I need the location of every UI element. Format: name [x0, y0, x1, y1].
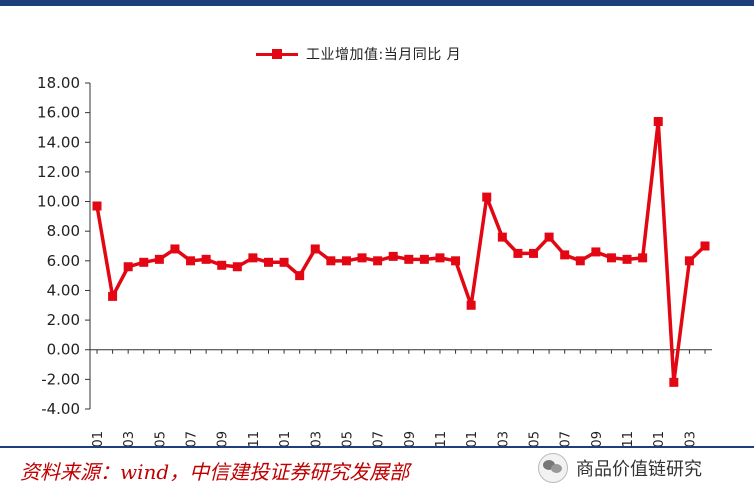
- data-point: [700, 241, 710, 251]
- legend-marker: [272, 49, 282, 59]
- data-point: [497, 232, 507, 242]
- data-point: [653, 117, 663, 127]
- top-rule: [0, 0, 754, 6]
- data-point: [279, 257, 289, 267]
- data-point: [232, 262, 242, 272]
- y-tick-label: 6.00: [47, 252, 80, 270]
- x-tick-label: 2018-03: [683, 431, 698, 446]
- data-point: [669, 377, 679, 387]
- series-line: [95, 119, 707, 385]
- data-point: [295, 271, 305, 281]
- data-point: [170, 244, 180, 254]
- x-tick-label: 2015-07: [185, 431, 200, 446]
- data-point: [606, 253, 616, 263]
- x-tick-label: 2017-09: [590, 431, 605, 446]
- data-point: [684, 256, 694, 266]
- data-point: [92, 201, 102, 211]
- x-tick-label: 2017-07: [559, 431, 574, 446]
- y-tick-label: 2.00: [47, 311, 80, 329]
- y-tick-label: -4.00: [41, 400, 80, 418]
- x-tick-label: 2016-11: [434, 431, 449, 446]
- y-tick-label: 10.00: [37, 193, 80, 211]
- data-point: [217, 260, 227, 270]
- y-tick-label: 4.00: [47, 281, 80, 299]
- x-tick-label: 2015-11: [247, 431, 262, 446]
- data-point: [419, 254, 429, 264]
- data-point: [186, 256, 196, 266]
- y-tick-label: -2.00: [41, 370, 80, 388]
- watermark: 商品价值链研究: [538, 453, 702, 483]
- data-point: [482, 192, 492, 202]
- y-tick-label: 8.00: [47, 222, 80, 240]
- x-tick-label: 2017-01: [465, 431, 480, 446]
- x-tick-label: 2016-09: [403, 431, 418, 446]
- data-point: [388, 251, 398, 261]
- x-tick-label: 2016-05: [340, 431, 355, 446]
- data-point: [139, 257, 149, 267]
- data-point: [108, 291, 118, 301]
- source-note: 资料来源：wind，中信建投证券研究发展部: [20, 460, 410, 484]
- y-tick-label: 14.00: [37, 133, 80, 151]
- data-point: [575, 256, 585, 266]
- y-tick-label: 12.00: [37, 163, 80, 181]
- x-tick-label: 2016-07: [372, 431, 387, 446]
- data-point: [263, 257, 273, 267]
- data-point: [201, 254, 211, 264]
- x-tick-label: 2016-03: [309, 431, 324, 446]
- data-point: [451, 256, 461, 266]
- data-point: [622, 254, 632, 264]
- data-point: [154, 254, 164, 264]
- legend: 工业增加值:当月同比 月: [256, 44, 461, 64]
- x-tick-label: 2017-11: [621, 431, 636, 446]
- data-point: [404, 254, 414, 264]
- data-point: [435, 253, 445, 263]
- data-point: [310, 244, 320, 254]
- data-point: [466, 300, 476, 310]
- legend-label: 工业增加值:当月同比 月: [306, 47, 462, 63]
- legend-swatch: [256, 47, 298, 61]
- data-point: [513, 248, 523, 258]
- x-tick-label: 2015-03: [122, 431, 137, 446]
- watermark-text: 商品价值链研究: [576, 459, 702, 480]
- data-point: [591, 247, 601, 257]
- data-point: [248, 253, 258, 263]
- x-tick-label: 2015-05: [153, 431, 168, 446]
- data-point: [341, 256, 351, 266]
- data-point: [326, 256, 336, 266]
- wechat-icon: [538, 453, 568, 483]
- y-tick-label: 18.00: [37, 74, 80, 92]
- x-tick-label: 2015-01: [91, 431, 106, 446]
- bottom-rule: [0, 446, 754, 448]
- chart-area: 工业增加值:当月同比 月 18.00 16.00 14.00 12.00 10.00 8.…: [0, 6, 754, 485]
- line-chart: 18.00 16.00 14.00 12.00 10.00 8.00 6.00 4.00 2.0…: [37, 74, 712, 485]
- data-point: [529, 248, 539, 258]
- data-point: [638, 253, 648, 263]
- x-tick-label: 2017-03: [496, 431, 511, 446]
- x-tick-label: 2017-05: [528, 431, 543, 446]
- x-tick-label: 2016-01: [278, 431, 293, 446]
- data-point: [373, 256, 383, 266]
- data-point: [544, 232, 554, 242]
- data-point: [560, 250, 570, 260]
- x-tick-label: 2015-09: [216, 431, 231, 446]
- data-point: [357, 253, 367, 263]
- y-tick-label: 16.00: [37, 104, 80, 122]
- y-tick-label: 0.00: [47, 341, 80, 359]
- data-point: [123, 262, 133, 272]
- x-tick-label: 2018-01: [652, 431, 667, 446]
